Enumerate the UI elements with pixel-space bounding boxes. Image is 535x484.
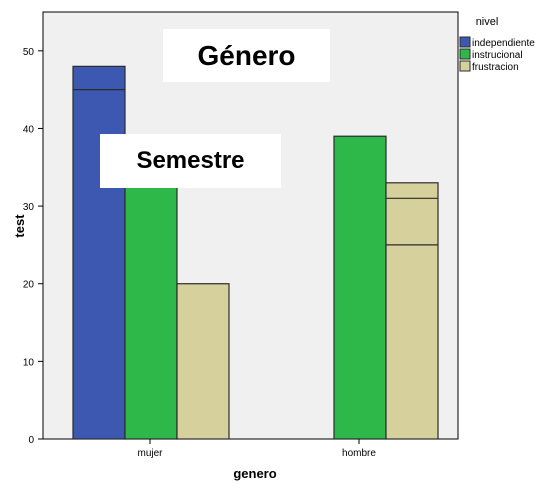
y-axis-label: test bbox=[12, 214, 27, 238]
legend-label-frustracion: frustracion bbox=[472, 62, 519, 73]
legend-swatch-independiente bbox=[459, 36, 471, 48]
x-tick-label-mujer: mujer bbox=[137, 448, 163, 459]
legend-title: nivel bbox=[476, 16, 499, 28]
y-tick-label: 0 bbox=[28, 435, 34, 446]
x-axis: mujer hombre bbox=[137, 439, 376, 459]
overlay-label-semestre: Semestre bbox=[100, 134, 281, 188]
x-tick-label-hombre: hombre bbox=[342, 448, 376, 459]
bar-instrucional-mujer bbox=[124, 158, 178, 440]
bar-instrucional-hombre bbox=[333, 135, 387, 440]
legend-swatch-frustracion bbox=[459, 60, 471, 72]
bar-frustracion-mujer bbox=[176, 283, 230, 440]
y-tick-label: 30 bbox=[23, 202, 35, 213]
legend-label-independiente: independiente bbox=[472, 38, 535, 49]
bar-independiente-mujer bbox=[72, 65, 126, 440]
legend-label-instrucional: instrucional bbox=[472, 50, 523, 61]
x-axis-label: genero bbox=[233, 466, 276, 481]
y-tick-label: 10 bbox=[23, 357, 35, 368]
overlay-label-genero: Género bbox=[163, 29, 330, 82]
y-tick-label: 20 bbox=[23, 280, 35, 291]
y-tick-label: 50 bbox=[23, 47, 35, 58]
bar-frustracion-hombre bbox=[385, 182, 439, 440]
legend-swatch-instrucional bbox=[459, 48, 471, 60]
bars-group bbox=[72, 65, 439, 440]
y-tick-label: 40 bbox=[23, 124, 35, 135]
y-axis: 0 10 20 30 40 50 bbox=[23, 47, 43, 446]
